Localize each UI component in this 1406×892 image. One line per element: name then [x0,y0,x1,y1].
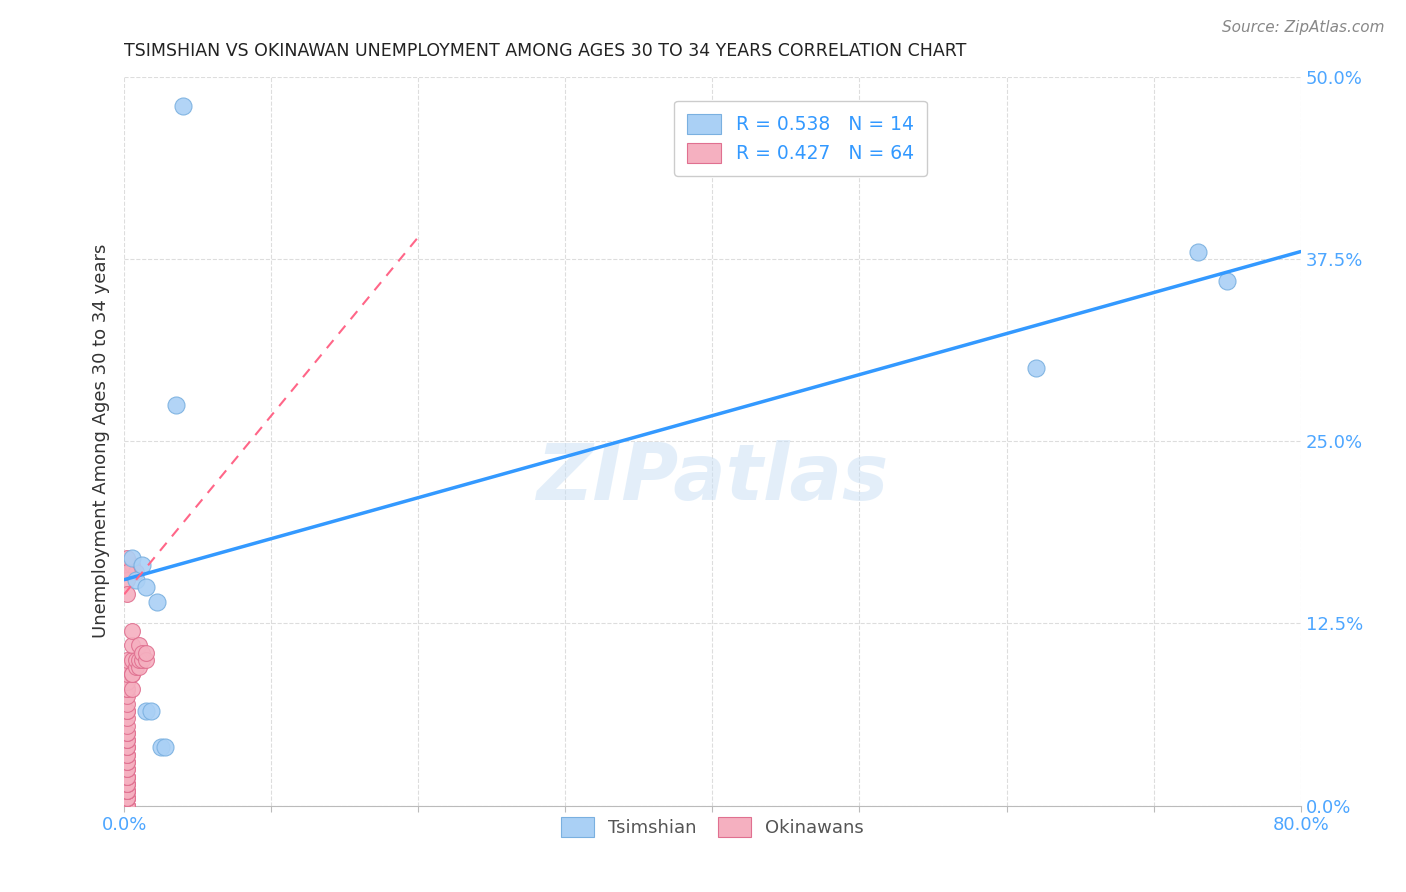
Point [165,398,187,412]
Point [115,726,138,740]
Point [172,99,194,113]
Point [125,653,148,667]
Point [121,558,143,573]
Point [115,667,138,681]
Point [121,667,143,681]
Point [115,653,138,667]
Point [115,733,138,747]
Point [131,653,153,667]
Point [115,697,138,711]
Point [121,667,143,681]
Point [115,704,138,718]
Point [1216,274,1239,288]
Point [149,740,172,755]
Point [128,653,150,667]
Text: Source: ZipAtlas.com: Source: ZipAtlas.com [1222,20,1385,35]
Point [115,784,138,798]
Point [1187,244,1209,259]
Point [115,587,138,601]
Point [115,681,138,696]
Point [139,704,162,718]
Point [115,770,138,784]
Point [115,726,138,740]
Point [115,791,138,805]
Point [115,791,138,805]
Point [115,681,138,696]
Point [115,784,138,798]
Point [115,784,138,798]
Point [115,690,138,704]
Point [135,580,157,594]
Point [115,566,138,580]
Point [115,777,138,791]
Point [115,777,138,791]
Point [115,747,138,762]
Point [115,798,138,813]
Point [115,755,138,769]
Legend: Tsimshian, Okinawans: Tsimshian, Okinawans [554,810,872,844]
Point [115,747,138,762]
Point [115,704,138,718]
Point [121,566,143,580]
Point [115,777,138,791]
Point [125,573,148,587]
Point [128,638,150,652]
Point [131,558,153,573]
Point [121,638,143,652]
Point [135,646,157,660]
Point [1025,361,1047,376]
Point [115,733,138,747]
Point [121,653,143,667]
Point [115,784,138,798]
Text: TSIMSHIAN VS OKINAWAN UNEMPLOYMENT AMONG AGES 30 TO 34 YEARS CORRELATION CHART: TSIMSHIAN VS OKINAWAN UNEMPLOYMENT AMONG… [124,42,966,60]
Point [145,594,167,608]
Point [121,681,143,696]
Point [121,550,143,565]
Point [115,798,138,813]
Point [115,770,138,784]
Point [115,674,138,689]
Point [135,653,157,667]
Point [115,740,138,755]
Point [115,791,138,805]
Point [115,798,138,813]
Point [131,646,153,660]
Point [115,740,138,755]
Point [115,762,138,776]
Point [125,660,148,674]
Point [128,660,150,674]
Point [155,740,177,755]
Text: ZIPatlas: ZIPatlas [536,440,889,516]
Point [115,711,138,725]
Point [135,704,157,718]
Point [125,566,148,580]
Y-axis label: Unemployment Among Ages 30 to 34 years: Unemployment Among Ages 30 to 34 years [93,244,110,639]
Point [115,550,138,565]
Point [115,762,138,776]
Point [121,624,143,638]
Point [115,791,138,805]
Point [115,798,138,813]
Point [115,573,138,587]
Point [115,660,138,674]
Point [115,770,138,784]
Point [115,755,138,769]
Point [115,718,138,732]
